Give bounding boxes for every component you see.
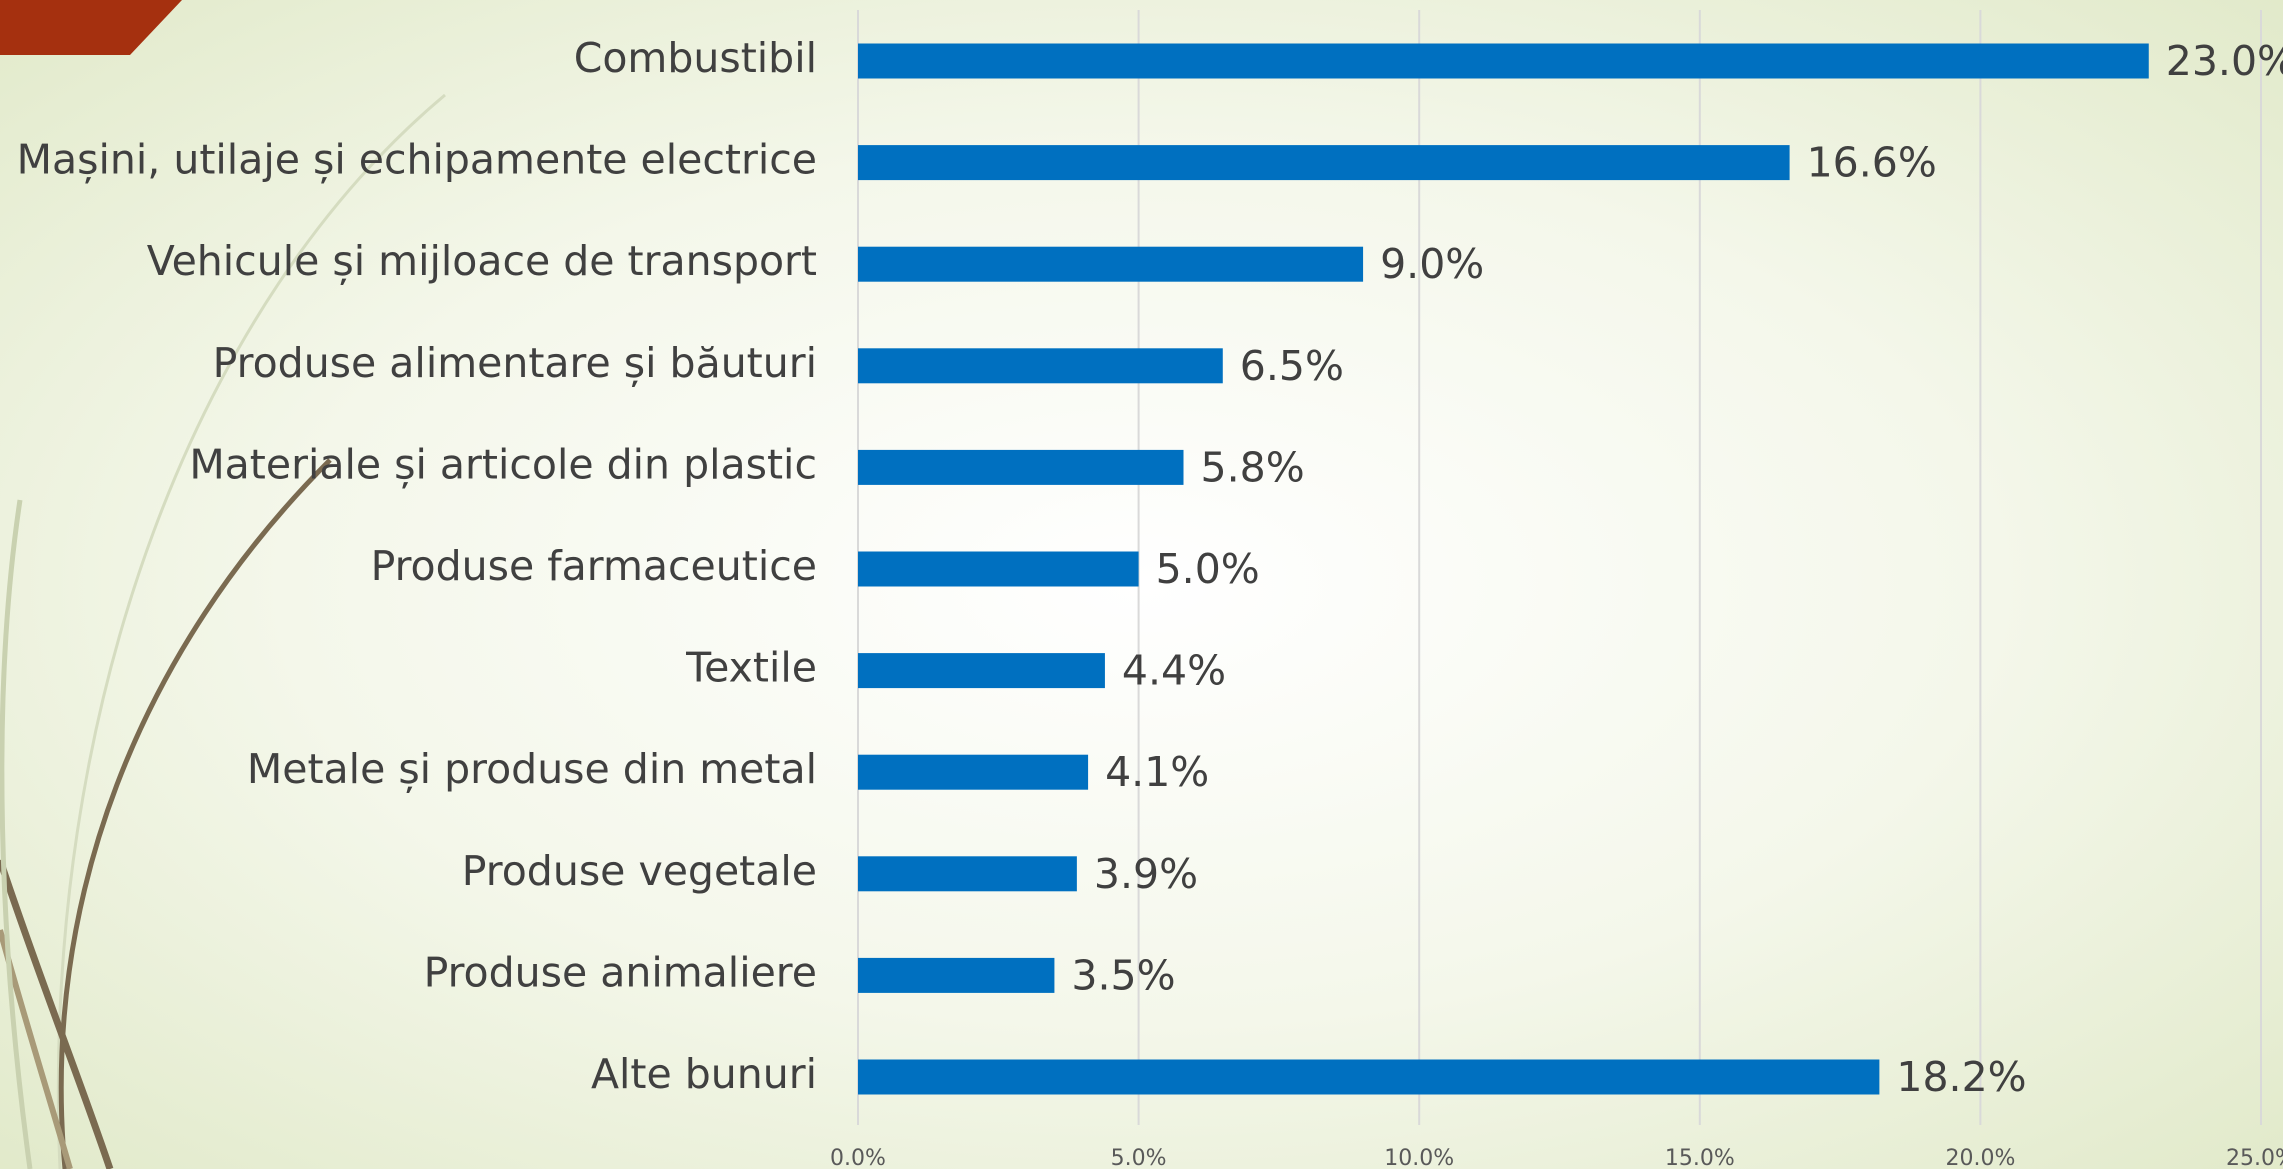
data-label: 5.8% [1200, 443, 1304, 491]
data-label: 4.4% [1122, 647, 1226, 695]
y-tick-label: Produse vegetale [462, 847, 817, 895]
bar [858, 755, 1088, 790]
y-tick-label: Mașini, utilaje și echipamente electrice [17, 136, 817, 184]
data-label: 3.9% [1094, 850, 1198, 898]
x-tick-label: 20.0% [1945, 1146, 2015, 1169]
y-tick-label: Vehicule și mijloace de transport [147, 237, 817, 285]
y-tick-label: Produse farmaceutice [371, 542, 817, 590]
bar [858, 247, 1363, 282]
bar [858, 348, 1223, 383]
data-label: 6.5% [1240, 342, 1344, 390]
data-label: 5.0% [1156, 545, 1260, 593]
data-label: 18.2% [1896, 1053, 2026, 1101]
chart: 0.0% 5.0% 10.0% 15.0% 20.0% 25.0% Combustibil 2… [0, 0, 2283, 1169]
bar [858, 145, 1790, 180]
y-tick-label: Materiale și articole din plastic [189, 440, 817, 488]
y-tick-label: Textile [685, 644, 817, 692]
x-tick-label: 15.0% [1665, 1146, 1735, 1169]
bar [858, 958, 1054, 993]
data-label: 9.0% [1380, 240, 1484, 288]
page: {"chart_data": {"type": "bar", "orientat… [0, 0, 2283, 1169]
y-tick-label: Metale și produse din metal [247, 745, 817, 793]
data-label: 4.1% [1105, 748, 1209, 796]
data-label: 3.5% [1071, 951, 1175, 999]
bar [858, 44, 2149, 79]
x-tick-label: 10.0% [1384, 1146, 1454, 1169]
bar [858, 1060, 1879, 1095]
bar [858, 552, 1139, 587]
bar [858, 450, 1183, 485]
y-tick-label: Combustibil [574, 34, 817, 82]
bar [858, 653, 1105, 688]
x-tick-label: 5.0% [1111, 1146, 1167, 1169]
x-tick-label: 25.0% [2226, 1146, 2283, 1169]
data-label: 23.0% [2166, 37, 2283, 85]
y-tick-label: Produse animaliere [424, 948, 817, 996]
data-label: 16.6% [1807, 139, 1937, 187]
x-tick-label: 0.0% [830, 1146, 886, 1169]
y-tick-label: Produse alimentare și băuturi [213, 339, 817, 387]
bar [858, 856, 1077, 891]
y-tick-label: Alte bunuri [591, 1050, 817, 1098]
